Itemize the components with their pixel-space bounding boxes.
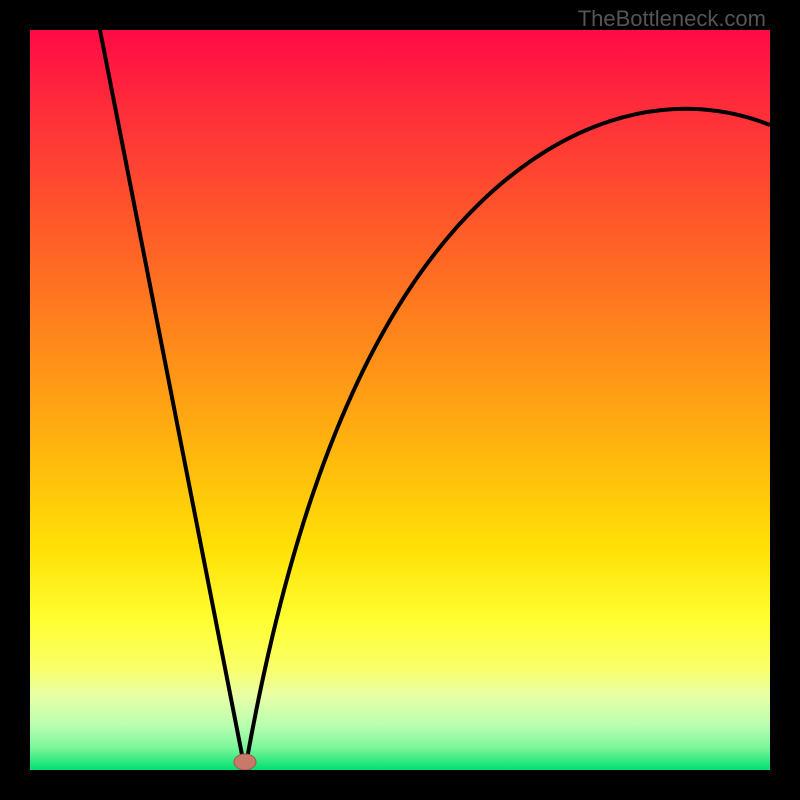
optimal-point-marker: [234, 754, 256, 770]
bottleneck-curve: [30, 30, 770, 770]
watermark-text: TheBottleneck.com: [578, 6, 766, 32]
curve-right-branch: [245, 109, 770, 770]
curve-left-branch: [100, 30, 245, 770]
